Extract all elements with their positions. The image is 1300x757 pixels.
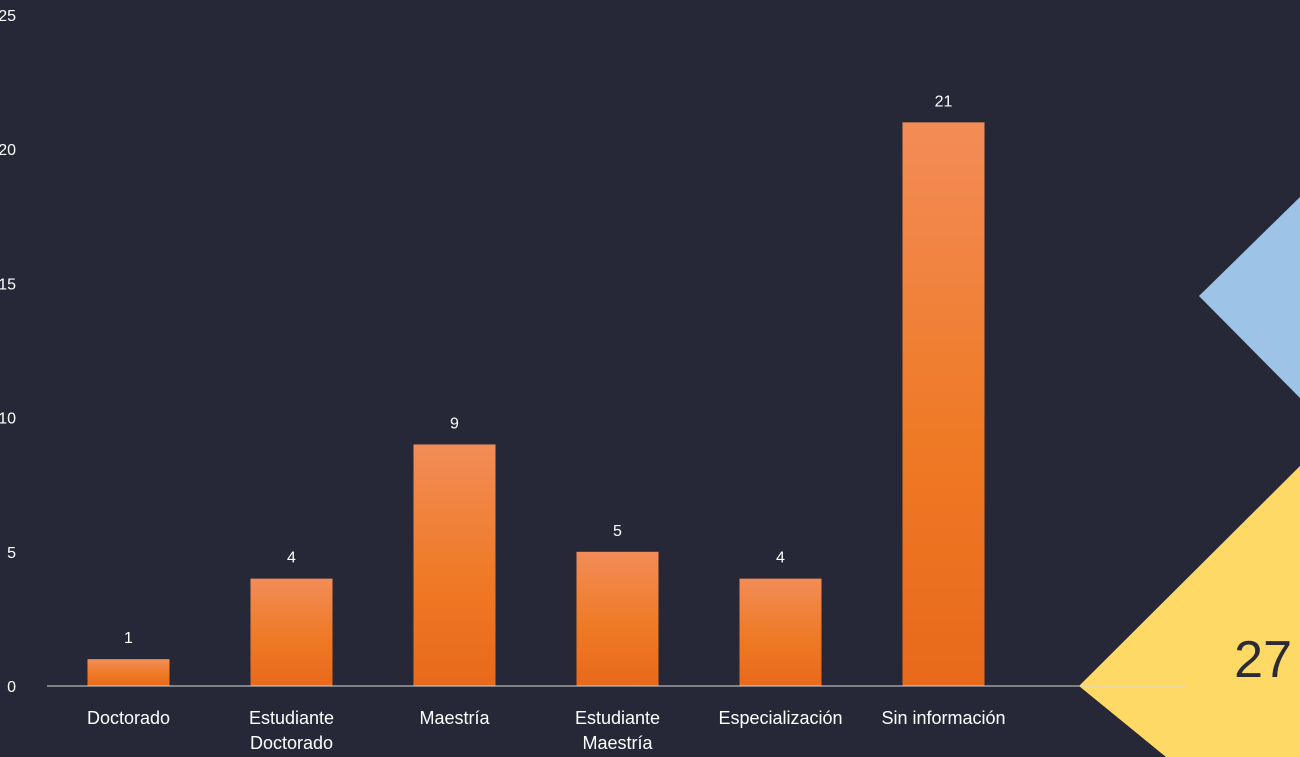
bar-data-label: 1	[124, 630, 133, 647]
bar	[902, 122, 985, 687]
y-tick-label: 5	[7, 545, 16, 562]
bar	[576, 551, 659, 686]
x-category-label: Estudiante Doctorado	[249, 708, 334, 753]
bar-data-labels: 1 4 9 5 4 21	[124, 93, 952, 647]
bar-data-label: 4	[287, 550, 296, 567]
y-tick-label: 15	[0, 276, 16, 293]
bar-data-label: 21	[935, 93, 953, 110]
blue-diamond-decoration	[1199, 197, 1300, 398]
bar	[413, 444, 496, 686]
y-tick-label: 25	[0, 8, 16, 25]
y-tick-label: 20	[0, 142, 16, 159]
bar-series	[87, 122, 985, 687]
slide-page-number: 27	[1234, 631, 1292, 689]
x-category-label: Maestría	[419, 708, 490, 728]
bar	[87, 659, 170, 686]
bar	[739, 578, 822, 686]
bar-data-label: 4	[776, 550, 785, 567]
y-tick-label: 0	[7, 679, 16, 696]
x-category-label: Sin información	[881, 708, 1005, 728]
x-category-label: Doctorado	[87, 708, 170, 728]
yellow-diamond-decoration	[1079, 466, 1300, 757]
y-tick-label: 10	[0, 411, 16, 428]
bar-data-label: 9	[450, 415, 459, 432]
y-axis-tick-labels: 0 5 10 15 20 25	[0, 8, 16, 696]
x-axis-category-labels: Doctorado Estudiante Doctorado Maestría Estu…	[87, 708, 1006, 753]
x-category-label: Especialización	[718, 708, 842, 728]
bar-data-label: 5	[613, 523, 622, 540]
bar	[250, 578, 333, 686]
x-category-label: Estudiante Maestría	[575, 708, 660, 753]
